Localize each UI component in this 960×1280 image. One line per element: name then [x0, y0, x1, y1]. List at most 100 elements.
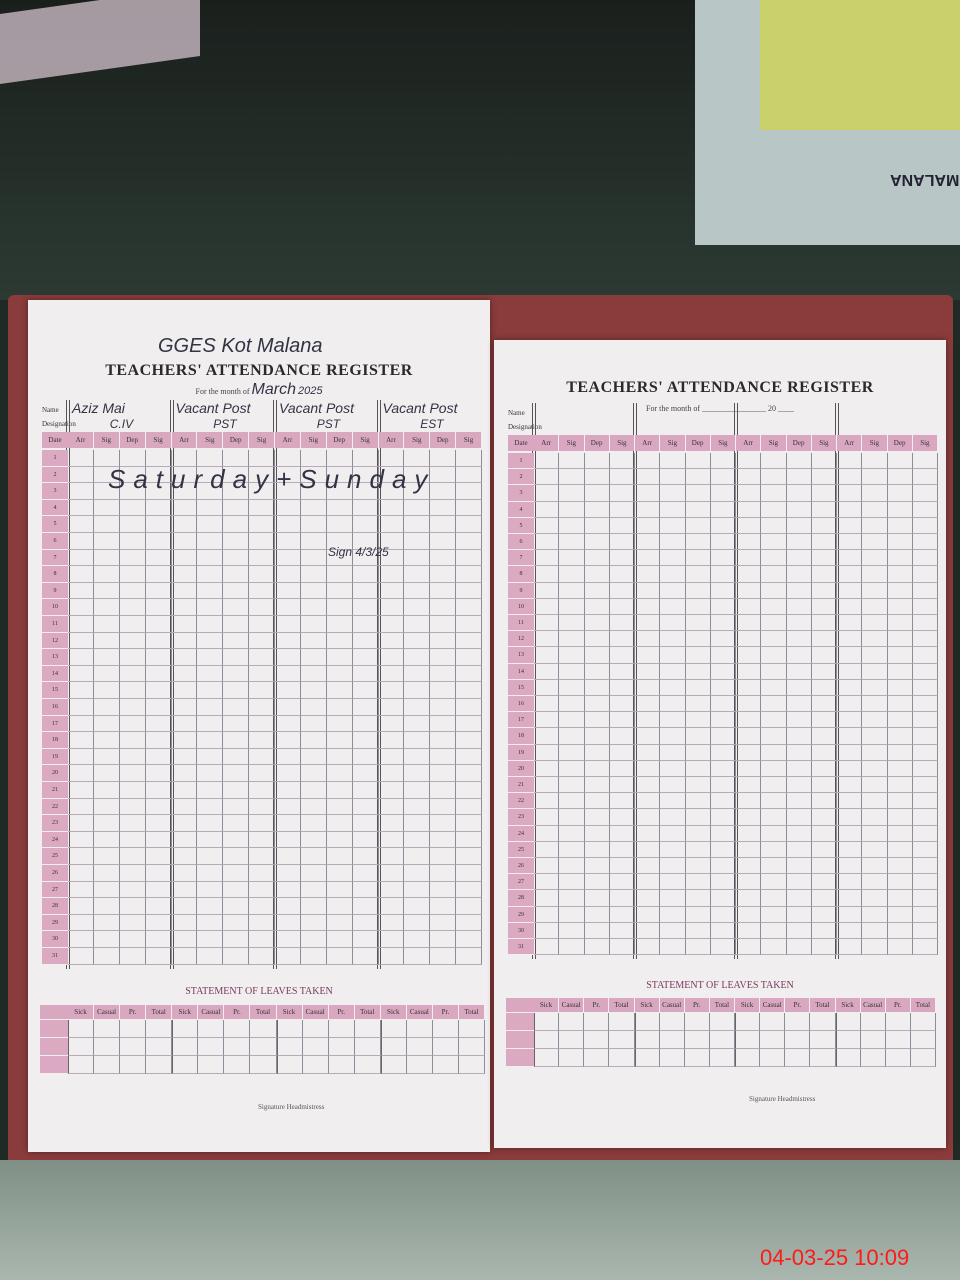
leave-cell: [609, 1013, 635, 1031]
leave-column-header: Casual: [559, 998, 584, 1012]
attendance-cell: [609, 615, 635, 632]
attendance-cell: [456, 831, 482, 849]
attendance-cell: [68, 533, 94, 550]
attendance-cell: [710, 906, 736, 923]
attendance-cell: [887, 517, 913, 534]
attendance-cell: [223, 665, 250, 683]
attendance-cell: [145, 948, 172, 965]
leave-cell: [198, 1056, 225, 1074]
attendance-cell: [430, 665, 457, 683]
attendance-cell: [249, 582, 275, 600]
attendance-cell: [862, 647, 888, 664]
attendance-cell: [352, 914, 379, 932]
attendance-cell: [635, 809, 661, 826]
attendance-cell: [559, 534, 585, 551]
attendance-cell: [145, 516, 172, 533]
attendance-cell: [68, 881, 94, 899]
attendance-cell: [786, 679, 812, 696]
book-label: MALANA: [890, 171, 960, 188]
attendance-cell: [326, 848, 353, 865]
attendance-cell: [249, 499, 275, 517]
attendance-cell: [430, 699, 457, 716]
attendance-cell: [761, 939, 787, 956]
attendance-cell: [249, 616, 275, 633]
attendance-cell: [404, 748, 431, 766]
attendance-cell: [404, 732, 431, 749]
attendance-cell: [635, 890, 661, 907]
attendance-cell: [584, 744, 610, 761]
attendance-cell: [300, 450, 327, 467]
date-cell: 20: [508, 760, 534, 777]
attendance-cell: [119, 450, 146, 467]
attendance-cell: [171, 599, 198, 616]
attendance-cell: [862, 858, 888, 875]
leave-cell: [760, 1049, 786, 1067]
attendance-cell: [685, 598, 711, 615]
attendance-cell: [378, 599, 405, 616]
attendance-cell: [430, 732, 457, 749]
leave-cell: [709, 1049, 735, 1067]
leave-row-label: [40, 1056, 68, 1074]
attendance-cell: [456, 748, 482, 766]
attendance-cell: [584, 598, 610, 615]
attendance-cell: [275, 815, 301, 832]
attendance-cell: [68, 865, 94, 882]
attendance-cell: [559, 809, 585, 826]
attendance-cell: [609, 696, 635, 713]
date-cell: 15: [42, 682, 68, 699]
attendance-cell: [145, 682, 172, 699]
attendance-cell: [249, 533, 275, 550]
attendance-cell: [534, 874, 560, 891]
attendance-cell: [862, 922, 888, 939]
attendance-cell: [685, 696, 711, 713]
attendance-cell: [887, 485, 913, 502]
attendance-cell: [736, 631, 762, 648]
attendance-cell: [635, 841, 661, 858]
attendance-cell: [171, 831, 198, 849]
attendance-cell: [171, 665, 198, 683]
attendance-cell: [68, 582, 94, 600]
attendance-cell: [761, 760, 787, 777]
attendance-cell: [559, 679, 585, 696]
date-cell: 22: [508, 793, 534, 810]
attendance-cell: [300, 948, 327, 965]
attendance-cell: [685, 874, 711, 891]
attendance-cell: [223, 450, 250, 467]
attendance-cell: [736, 841, 762, 858]
attendance-cell: [736, 615, 762, 632]
attendance-cell: [912, 501, 938, 518]
attendance-cell: [197, 516, 224, 533]
attendance-cell: [710, 469, 736, 486]
attendance-cell: [811, 760, 837, 777]
attendance-cell: [223, 582, 250, 600]
attendance-cell: [736, 793, 762, 810]
attendance-cell: [456, 466, 482, 484]
date-header: Date: [508, 435, 534, 451]
leave-cell: [835, 1031, 861, 1049]
attendance-cell: [171, 549, 198, 567]
attendance-cell: [811, 647, 837, 664]
attendance-cell: [68, 765, 94, 782]
attendance-cell: [93, 516, 120, 533]
column-header: Sig: [404, 432, 430, 448]
attendance-cell: [736, 501, 762, 518]
attendance-cell: [912, 760, 938, 777]
attendance-cell: [300, 865, 327, 882]
attendance-cell: [609, 712, 635, 729]
attendance-cell: [887, 939, 913, 956]
attendance-cell: [93, 699, 120, 716]
attendance-cell: [660, 566, 686, 583]
leave-column-header: Casual: [406, 1005, 432, 1019]
attendance-cell: [811, 744, 837, 761]
attendance-cell: [68, 782, 94, 799]
attendance-cell: [887, 566, 913, 583]
leave-cell: [172, 1038, 199, 1056]
attendance-cell: [584, 469, 610, 486]
attendance-cell: [887, 615, 913, 632]
attendance-cell: [534, 696, 560, 713]
attendance-cell: [378, 499, 405, 517]
attendance-cell: [811, 712, 837, 729]
attendance-cell: [223, 765, 250, 782]
leave-cell: [684, 1013, 710, 1031]
attendance-cell: [223, 499, 250, 517]
